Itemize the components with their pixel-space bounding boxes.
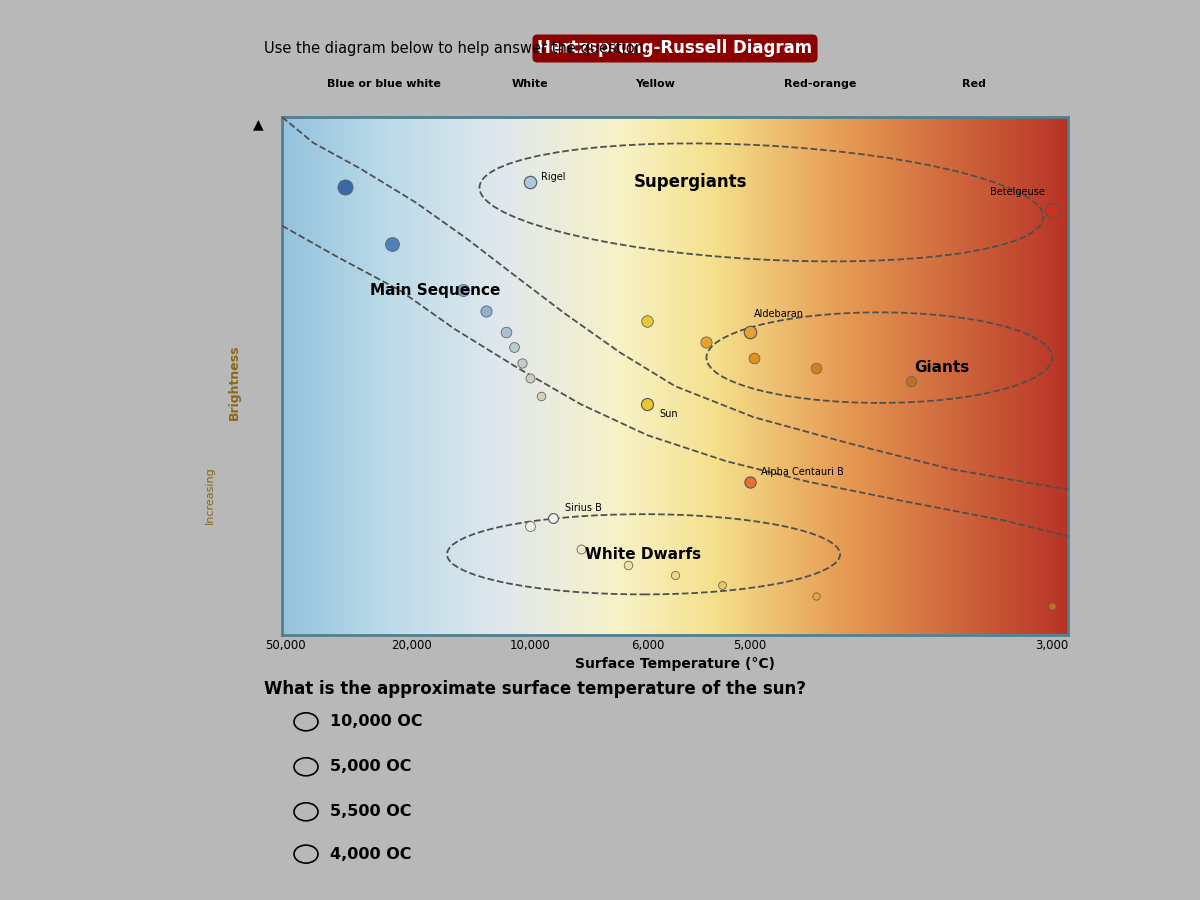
- Text: White: White: [511, 78, 548, 88]
- Point: [520, 175, 539, 189]
- Point: [638, 314, 658, 328]
- Point: [476, 304, 496, 319]
- Point: [1043, 598, 1062, 613]
- Text: Increasing: Increasing: [205, 466, 215, 524]
- Text: Brightness: Brightness: [228, 345, 240, 420]
- Text: Betelgeuse: Betelgeuse: [990, 187, 1044, 197]
- Text: Alpha Centauri B: Alpha Centauri B: [762, 467, 845, 477]
- Point: [713, 578, 732, 592]
- Text: 10,000 OC: 10,000 OC: [330, 715, 422, 729]
- Point: [544, 511, 563, 526]
- Text: Sun: Sun: [659, 410, 678, 419]
- Point: [335, 180, 354, 194]
- Point: [638, 397, 658, 411]
- Point: [520, 518, 539, 533]
- Point: [504, 340, 523, 355]
- Point: [571, 542, 590, 556]
- Point: [740, 474, 760, 489]
- Text: ▲: ▲: [253, 117, 263, 131]
- Text: 4,000 OC: 4,000 OC: [330, 847, 412, 861]
- Text: Yellow: Yellow: [636, 78, 676, 88]
- Text: Use the diagram below to help answer the question.: Use the diagram below to help answer the…: [264, 40, 649, 56]
- Point: [512, 356, 532, 370]
- Point: [806, 589, 826, 603]
- Point: [618, 557, 637, 572]
- Point: [383, 237, 402, 251]
- Text: Supergiants: Supergiants: [634, 173, 748, 191]
- Point: [665, 568, 684, 582]
- Text: Sirius B: Sirius B: [565, 503, 602, 513]
- Text: Red-orange: Red-orange: [785, 78, 857, 88]
- Text: Blue or blue white: Blue or blue white: [328, 78, 442, 88]
- Text: What is the approximate surface temperature of the sun?: What is the approximate surface temperat…: [264, 680, 806, 698]
- X-axis label: Surface Temperature (°C): Surface Temperature (°C): [575, 657, 775, 671]
- Point: [740, 325, 760, 339]
- Point: [1043, 203, 1062, 218]
- Text: Main Sequence: Main Sequence: [370, 283, 500, 298]
- Text: 5,500 OC: 5,500 OC: [330, 805, 412, 819]
- Text: Giants: Giants: [914, 361, 970, 375]
- Point: [744, 350, 763, 365]
- Point: [520, 371, 539, 385]
- Text: Hertzsprung-Russell Diagram: Hertzsprung-Russell Diagram: [538, 40, 812, 58]
- Text: Aldebaran: Aldebaran: [754, 309, 804, 319]
- Point: [454, 284, 473, 298]
- Text: White Dwarfs: White Dwarfs: [586, 547, 702, 562]
- Point: [901, 374, 920, 388]
- Text: Rigel: Rigel: [541, 172, 566, 182]
- Text: 5,000 OC: 5,000 OC: [330, 760, 412, 774]
- Point: [806, 361, 826, 375]
- Point: [697, 335, 716, 349]
- Point: [497, 325, 516, 339]
- Point: [532, 389, 551, 403]
- Text: Red: Red: [961, 78, 985, 88]
